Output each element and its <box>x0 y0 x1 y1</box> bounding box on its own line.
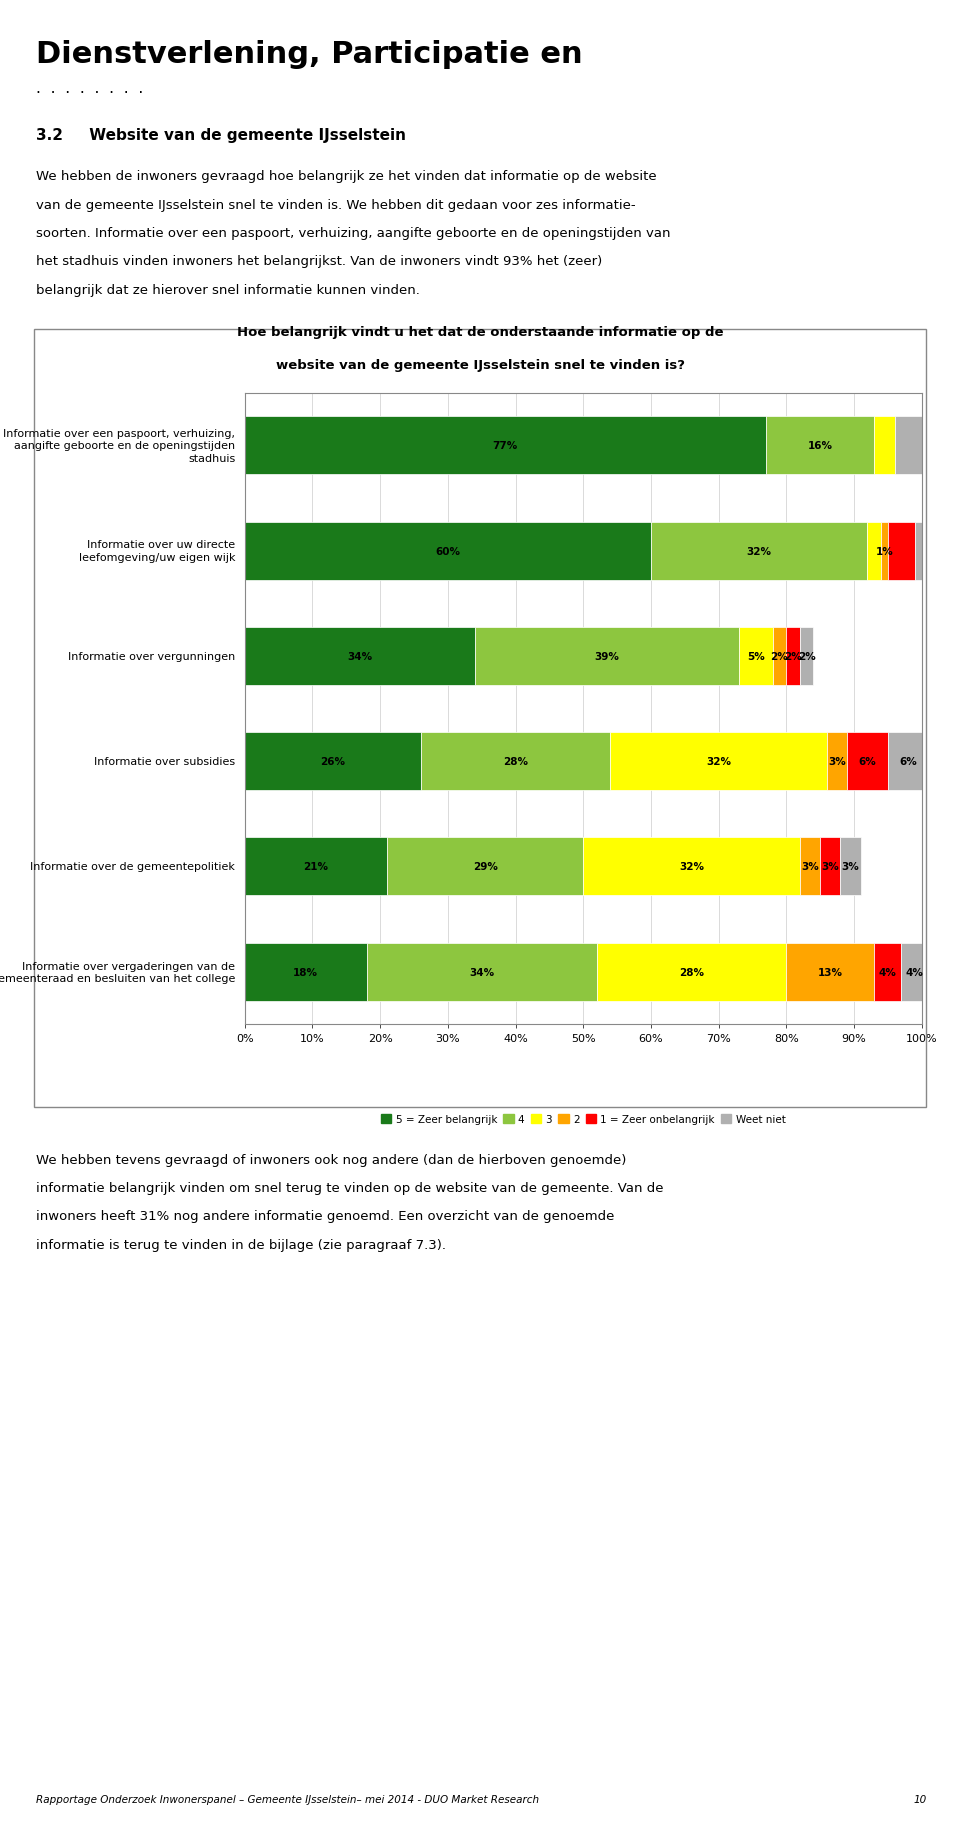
Text: 3.2     Website van de gemeente IJsselstein: 3.2 Website van de gemeente IJsselstein <box>36 128 406 143</box>
Bar <box>766 417 875 476</box>
Text: 16%: 16% <box>807 441 832 450</box>
Text: 10: 10 <box>913 1795 926 1804</box>
Text: informatie is terug te vinden in de bijlage (zie paragraaf 7.3).: informatie is terug te vinden in de bijl… <box>36 1237 446 1252</box>
Bar <box>367 942 597 1001</box>
Text: 1%: 1% <box>876 547 893 556</box>
Bar <box>895 417 922 476</box>
Bar <box>875 417 895 476</box>
Text: informatie belangrijk vinden om snel terug te vinden op de website van de gemeen: informatie belangrijk vinden om snel ter… <box>36 1182 664 1195</box>
Text: 34%: 34% <box>469 968 494 977</box>
Text: ·  ·  ·  ·  ·  ·  ·  ·: · · · · · · · · <box>36 86 144 101</box>
Text: 21%: 21% <box>303 862 328 871</box>
Bar <box>387 838 584 897</box>
Text: 4%: 4% <box>878 968 897 977</box>
Bar <box>739 628 773 686</box>
Bar <box>475 628 739 686</box>
Text: Informatie over de gemeentepolitiek: Informatie over de gemeentepolitiek <box>31 862 235 871</box>
Bar <box>597 942 786 1001</box>
Text: 4%: 4% <box>906 968 924 977</box>
Text: 13%: 13% <box>818 968 843 977</box>
Text: 6%: 6% <box>858 758 876 767</box>
Bar <box>840 838 861 897</box>
Text: 2%: 2% <box>798 651 815 661</box>
Text: Hoe belangrijk vindt u het dat de onderstaande informatie op de: Hoe belangrijk vindt u het dat de onders… <box>237 326 723 339</box>
Text: 77%: 77% <box>492 441 518 450</box>
Text: We hebben de inwoners gevraagd hoe belangrijk ze het vinden dat informatie op de: We hebben de inwoners gevraagd hoe belan… <box>36 170 657 183</box>
Text: 60%: 60% <box>435 547 461 556</box>
Text: Informatie over uw directe
leefomgeving/uw eigen wijk: Informatie over uw directe leefomgeving/… <box>79 540 235 562</box>
Text: Informatie over een paspoort, verhuizing,
aangifte geboorte en de openingstijden: Informatie over een paspoort, verhuizing… <box>3 428 235 463</box>
Text: van de gemeente IJsselstein snel te vinden is. We hebben dit gedaan voor zes inf: van de gemeente IJsselstein snel te vind… <box>36 198 636 212</box>
Bar <box>786 942 875 1001</box>
Bar <box>800 838 820 897</box>
Text: 2%: 2% <box>771 651 788 661</box>
Bar <box>245 522 651 580</box>
Bar <box>888 732 928 791</box>
Bar <box>901 942 928 1001</box>
Bar <box>786 628 800 686</box>
Bar <box>651 522 868 580</box>
Bar <box>888 522 915 580</box>
Text: 3%: 3% <box>801 862 819 871</box>
Text: 3%: 3% <box>842 862 859 871</box>
Bar <box>868 522 881 580</box>
Bar <box>820 838 840 897</box>
Bar <box>245 417 766 476</box>
Bar <box>245 838 387 897</box>
Text: 29%: 29% <box>472 862 497 871</box>
Text: 2%: 2% <box>784 651 802 661</box>
Text: 28%: 28% <box>679 968 704 977</box>
Text: Dienstverlening, Participatie en: Dienstverlening, Participatie en <box>36 40 583 70</box>
Bar <box>827 732 847 791</box>
Text: soorten. Informatie over een paspoort, verhuizing, aangifte geboorte en de openi: soorten. Informatie over een paspoort, v… <box>36 227 671 240</box>
Bar <box>847 732 888 791</box>
Text: Informatie over vergunningen: Informatie over vergunningen <box>68 651 235 661</box>
Text: DUO: DUO <box>780 26 836 46</box>
Bar <box>420 732 611 791</box>
Text: 32%: 32% <box>679 862 704 871</box>
Text: Informatie over vergaderingen van de
gemeenteraad en besluiten van het college: Informatie over vergaderingen van de gem… <box>0 961 235 983</box>
Bar <box>245 732 420 791</box>
Bar <box>611 732 827 791</box>
Text: 39%: 39% <box>594 651 619 661</box>
Bar <box>245 942 367 1001</box>
Text: Rapportage Onderzoek Inwonerspanel – Gemeente IJsselstein– mei 2014 - DUO Market: Rapportage Onderzoek Inwonerspanel – Gem… <box>36 1795 540 1804</box>
Legend: 5 = Zeer belangrijk, 4, 3, 2, 1 = Zeer onbelangrijk, Weet niet: 5 = Zeer belangrijk, 4, 3, 2, 1 = Zeer o… <box>379 1113 787 1125</box>
Text: 3%: 3% <box>822 862 839 871</box>
Text: We hebben tevens gevraagd of inwoners ook nog andere (dan de hierboven genoemde): We hebben tevens gevraagd of inwoners oo… <box>36 1153 627 1166</box>
Text: belangrijk dat ze hierover snel informatie kunnen vinden.: belangrijk dat ze hierover snel informat… <box>36 284 420 296</box>
Text: 32%: 32% <box>747 547 772 556</box>
Text: 26%: 26% <box>321 758 346 767</box>
Text: 5%: 5% <box>747 651 765 661</box>
Text: 18%: 18% <box>293 968 318 977</box>
Bar <box>245 628 475 686</box>
Bar <box>915 522 922 580</box>
Text: website van de gemeente IJsselstein snel te vinden is?: website van de gemeente IJsselstein snel… <box>276 359 684 371</box>
Text: 34%: 34% <box>348 651 372 661</box>
Bar <box>875 942 901 1001</box>
Text: 32%: 32% <box>706 758 732 767</box>
Bar <box>773 628 786 686</box>
Text: 6%: 6% <box>900 758 917 767</box>
Text: 3%: 3% <box>828 758 846 767</box>
Bar <box>881 522 888 580</box>
Text: Market Research: Market Research <box>796 64 866 73</box>
Text: inwoners heeft 31% nog andere informatie genoemd. Een overzicht van de genoemde: inwoners heeft 31% nog andere informatie… <box>36 1210 614 1222</box>
Text: het stadhuis vinden inwoners het belangrijkst. Van de inwoners vindt 93% het (ze: het stadhuis vinden inwoners het belangr… <box>36 254 603 269</box>
Text: 28%: 28% <box>503 758 528 767</box>
Bar <box>584 838 800 897</box>
Text: Informatie over subsidies: Informatie over subsidies <box>94 758 235 767</box>
Bar <box>800 628 813 686</box>
